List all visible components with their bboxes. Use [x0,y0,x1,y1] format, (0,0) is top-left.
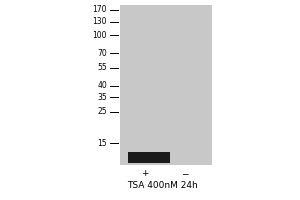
Text: +: + [141,170,149,178]
Bar [128,152,170,163]
Text: −: − [181,170,189,178]
Text: 130: 130 [92,18,107,26]
Bar [120,5,212,165]
Text: 55: 55 [97,64,107,72]
Text: TSA 400nM 24h: TSA 400nM 24h [127,180,197,190]
Text: 35: 35 [97,92,107,102]
Text: 15: 15 [98,138,107,148]
Text: 170: 170 [92,5,107,15]
Text: 100: 100 [92,30,107,40]
Text: 25: 25 [98,108,107,116]
Text: 70: 70 [97,48,107,58]
Text: 40: 40 [97,82,107,90]
